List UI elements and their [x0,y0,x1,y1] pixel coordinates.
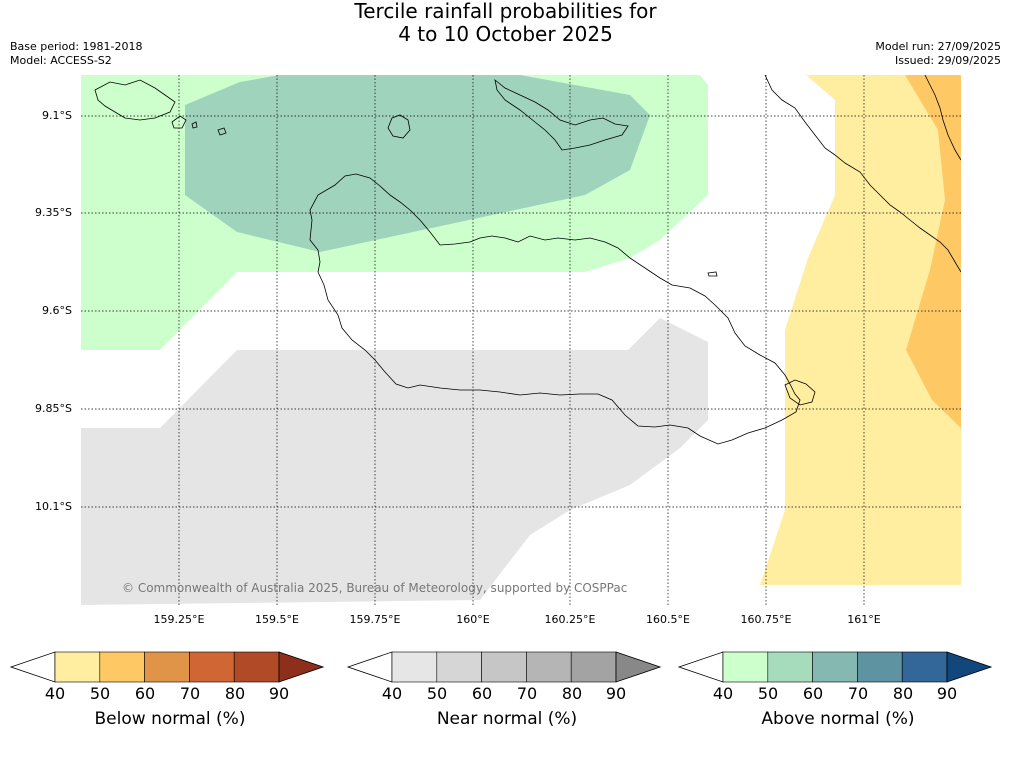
colorbar-swatch [144,651,190,683]
graticule [81,75,961,605]
below-normal-tick-60: 60 [134,684,156,703]
colorbar-above-normal-swatches [677,651,993,683]
above-normal-title: Above normal (%) [761,709,915,729]
above-normal-tick-80: 80 [892,684,914,703]
lon-label-159-5: 159.5°E [255,613,299,626]
colorbar-swatch [189,651,235,683]
savo-island-coastline [387,114,411,139]
below-normal-40-50-region [760,75,961,585]
meta-left: Base period: 1981-2018 Model: ACCESS-S2 [10,40,142,68]
colorbar-below-normal: 40 50 60 70 80 90 Below normal (%) [9,651,325,741]
colorbar-extend-high [278,651,325,683]
copyright-notice: © Commonwealth of Australia 2025, Bureau… [122,581,628,595]
title-line-1: Tercile rainfall probabilities for [354,0,657,23]
colorbar-swatch [54,651,101,683]
above-normal-tick-70: 70 [847,684,869,703]
below-normal-tick-50: 50 [89,684,111,703]
colorbar-extend-high [615,651,662,683]
lon-label-160-25: 160.25°E [544,613,596,626]
colorbar-swatch [901,651,948,683]
lat-label-10-1: 10.1°S [35,500,72,513]
colorbar-swatch [391,651,438,683]
colorbar-swatch [436,651,482,683]
malaita-north-coastline [924,75,961,161]
map-canvas [81,75,961,605]
colorbar-above-normal: 40 50 60 70 80 90 Above normal (%) [677,651,993,741]
colorbar-extend-low [346,651,393,683]
lon-label-159-25: 159.25°E [153,613,205,626]
meta-right: Model run: 27/09/2025 Issued: 29/09/2025 [875,40,1001,68]
colorbar-below-normal-swatches [9,651,325,683]
below-normal-tick-80: 80 [224,684,246,703]
lat-label-9-1: 9.1°S [42,109,72,122]
colorbar-extend-low [9,651,56,683]
near-normal-title: Near normal (%) [436,709,578,729]
base-period-text: Base period: 1981-2018 [10,40,143,53]
colorbar-extend-high [946,651,993,683]
colorbar-swatch [526,651,572,683]
lon-label-160: 160°E [456,613,490,626]
coastlines [94,75,961,445]
colorbar-swatch [767,651,813,683]
near-normal-tick-80: 80 [561,684,583,703]
colorbar-swatch [812,651,858,683]
east-islet [784,379,816,406]
title-line-2: 4 to 10 October 2025 [398,22,613,46]
lon-label-160-5: 160.5°E [646,613,690,626]
above-normal-tick-60: 60 [802,684,824,703]
above-normal-tick-40: 40 [712,684,734,703]
below-normal-tick-40: 40 [44,684,66,703]
colorbar-swatch [570,651,617,683]
guadalcanal-coastline [309,173,801,445]
lon-label-160-75: 160.75°E [740,613,792,626]
below-normal-title: Below normal (%) [94,709,246,729]
colorbar-extend-low [677,651,724,683]
malaita-coastline [764,75,961,273]
above-normal-tick-90: 90 [936,684,958,703]
colorbar-near-normal-swatches [346,651,662,683]
near-normal-tick-90: 90 [605,684,627,703]
below-normal-tick-70: 70 [179,684,201,703]
florida-islands-coastline [494,79,629,151]
below-normal-tick-90: 90 [268,684,290,703]
near-normal-40-50-region [81,318,708,605]
colorbar-near-normal: 40 50 60 70 80 90 Near normal (%) [346,651,662,741]
colorbar-swatch [722,651,769,683]
colorbar-swatch [481,651,527,683]
map-title: Tercile rainfall probabilities for 4 to … [0,0,1011,46]
below-normal-50-60-region [905,75,961,428]
colorbar-swatch [99,651,145,683]
small-islet-4 [707,271,718,277]
lon-label-161: 161°E [847,613,881,626]
lat-label-9-6: 9.6°S [42,304,72,317]
colorbar-swatch [233,651,280,683]
lat-label-9-85: 9.85°S [35,402,72,415]
small-islet-3 [191,121,198,129]
colorbar-swatch [857,651,903,683]
above-normal-50-60-region [185,75,650,252]
near-normal-tick-60: 60 [471,684,493,703]
small-islet-2 [217,127,227,136]
lat-label-9-35: 9.35°S [35,206,72,219]
issued-text: Issued: 29/09/2025 [894,54,1001,67]
near-normal-tick-40: 40 [381,684,403,703]
lon-label-159-75: 159.75°E [349,613,401,626]
model-run-text: Model run: 27/09/2025 [875,40,1001,53]
above-normal-tick-50: 50 [757,684,779,703]
russell-islands-coastline [94,79,176,121]
model-text: Model: ACCESS-S2 [10,54,112,67]
near-normal-tick-70: 70 [516,684,538,703]
near-normal-tick-50: 50 [426,684,448,703]
